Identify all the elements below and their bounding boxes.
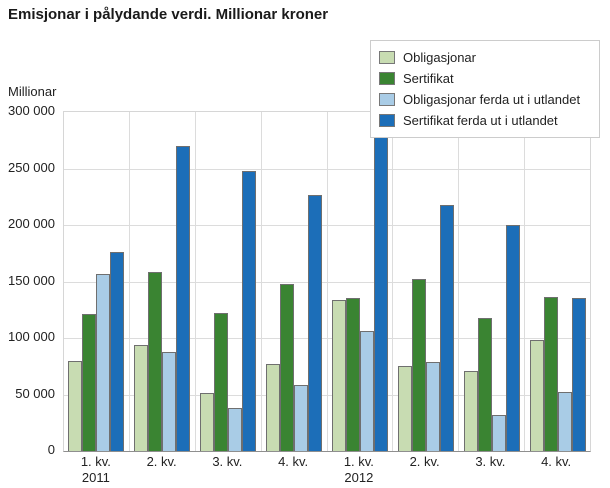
y-tick-label: 300 000 (8, 103, 55, 118)
bar-sertifikat-ferda-ut-i-utlandet-3-kv-2012 (505, 225, 520, 451)
bar-group (393, 112, 460, 451)
y-axis-unit-label: Millionar (8, 84, 57, 99)
legend-item-sertifikat: Sertifikat (379, 68, 591, 89)
bar-sertifikat-2-kv-2012 (411, 279, 426, 451)
bar-obligasjonar-1-kv-2012 (331, 299, 346, 451)
bar-group (262, 112, 328, 451)
bar-obligasjonar-ferda-ut-i-utlandet-3-kv-2011 (228, 408, 243, 451)
x-tick-label: 4. kv. (541, 454, 572, 469)
bar-obligasjonar-ferda-ut-i-utlandet-2-kv-2012 (425, 361, 440, 451)
legend-label: Obligasjonar ferda ut i utlandet (403, 92, 581, 107)
bar-obligasjonar-ferda-ut-i-utlandet-3-kv-2012 (491, 414, 506, 451)
legend-swatch-obligasjonar-utland-icon (379, 93, 395, 106)
legend-swatch-sertifikat-utland-icon (379, 114, 395, 127)
bar-obligasjonar-3-kv-2012 (463, 370, 478, 451)
bar-group (525, 112, 590, 451)
bar-sertifikat-ferda-ut-i-utlandet-1-kv-2011 (110, 252, 125, 451)
bar-obligasjonar-ferda-ut-i-utlandet-4-kv-2012 (557, 392, 572, 451)
x-tick-label: 2. kv. (146, 454, 177, 469)
x-tick-year-label: 2011 (81, 470, 110, 485)
legend-label: Obligasjonar (403, 50, 476, 65)
bar-obligasjonar-2-kv-2012 (397, 366, 412, 451)
bar-obligasjonar-ferda-ut-i-utlandet-4-kv-2011 (294, 385, 309, 451)
x-tick-label: 4. kv. (278, 454, 309, 469)
x-tick-year-label: 2012 (344, 470, 374, 485)
bar-group (328, 112, 394, 451)
y-tick-label: 250 000 (8, 159, 55, 175)
bar-group (64, 112, 130, 451)
bar-sertifikat-1-kv-2011 (82, 314, 97, 451)
bar-sertifikat-ferda-ut-i-utlandet-2-kv-2011 (176, 145, 191, 451)
x-tick-label: 3. kv. (212, 454, 243, 469)
x-tick-label: 1. kv. 2012 (326, 454, 392, 486)
y-tick-label: 0 (47, 442, 55, 457)
x-tick-label: 2. kv. (409, 454, 440, 469)
y-tick-label: 100 000 (8, 329, 55, 344)
bar-sertifikat-ferda-ut-i-utlandet-3-kv-2011 (242, 170, 257, 451)
y-tick-label: 200 000 (8, 216, 55, 231)
bar-group (459, 112, 526, 451)
bar-sertifikat-3-kv-2012 (477, 317, 492, 451)
bar-sertifikat-ferda-ut-i-utlandet-4-kv-2011 (308, 194, 323, 451)
legend-label: Sertifikat ferda ut i utlandet (403, 113, 558, 128)
bar-sertifikat-ferda-ut-i-utlandet-4-kv-2012 (571, 298, 586, 451)
bar-group (130, 112, 196, 451)
legend-swatch-sertifikat-icon (379, 72, 395, 85)
y-tick-label: 50 000 (15, 385, 55, 401)
bar-obligasjonar-4-kv-2011 (266, 364, 281, 451)
chart-title: Emisjonar i pålydande verdi. Millionar k… (8, 6, 329, 23)
bar-groups (64, 112, 590, 451)
bar-obligasjonar-ferda-ut-i-utlandet-1-kv-2012 (359, 331, 374, 451)
x-tick-label: 1. kv. 2011 (63, 454, 129, 486)
legend-item-obligasjonar-utland: Obligasjonar ferda ut i utlandet (379, 89, 591, 110)
legend-swatch-obligasjonar-icon (379, 51, 395, 64)
legend-label: Sertifikat (403, 71, 454, 86)
bar-obligasjonar-ferda-ut-i-utlandet-2-kv-2011 (162, 351, 177, 451)
plot-area (63, 111, 591, 452)
bar-obligasjonar-3-kv-2011 (200, 393, 215, 451)
bar-obligasjonar-4-kv-2012 (529, 340, 544, 451)
bar-sertifikat-2-kv-2011 (148, 272, 163, 451)
bar-sertifikat-ferda-ut-i-utlandet-1-kv-2012 (373, 136, 388, 451)
legend-item-sertifikat-utland: Sertifikat ferda ut i utlandet (379, 110, 591, 131)
bar-obligasjonar-ferda-ut-i-utlandet-1-kv-2011 (96, 273, 111, 451)
bar-sertifikat-3-kv-2011 (214, 313, 229, 451)
bar-obligasjonar-1-kv-2011 (68, 360, 83, 451)
bar-obligasjonar-2-kv-2011 (134, 344, 149, 451)
y-axis-tick-labels: 300 000 250 000 200 000 150 000 100 000 50 00… (0, 0, 58, 488)
bar-sertifikat-1-kv-2012 (345, 298, 360, 451)
bar-sertifikat-4-kv-2012 (543, 297, 558, 451)
bar-group (196, 112, 262, 451)
y-tick-label: 150 000 (8, 272, 55, 288)
bar-sertifikat-ferda-ut-i-utlandet-2-kv-2012 (439, 204, 454, 451)
bar-sertifikat-4-kv-2011 (280, 283, 295, 451)
x-tick-label: 3. kv. (475, 454, 506, 469)
legend: Obligasjonar Sertifikat Obligasjonar fer… (370, 40, 600, 138)
legend-item-obligasjonar: Obligasjonar (379, 47, 591, 68)
